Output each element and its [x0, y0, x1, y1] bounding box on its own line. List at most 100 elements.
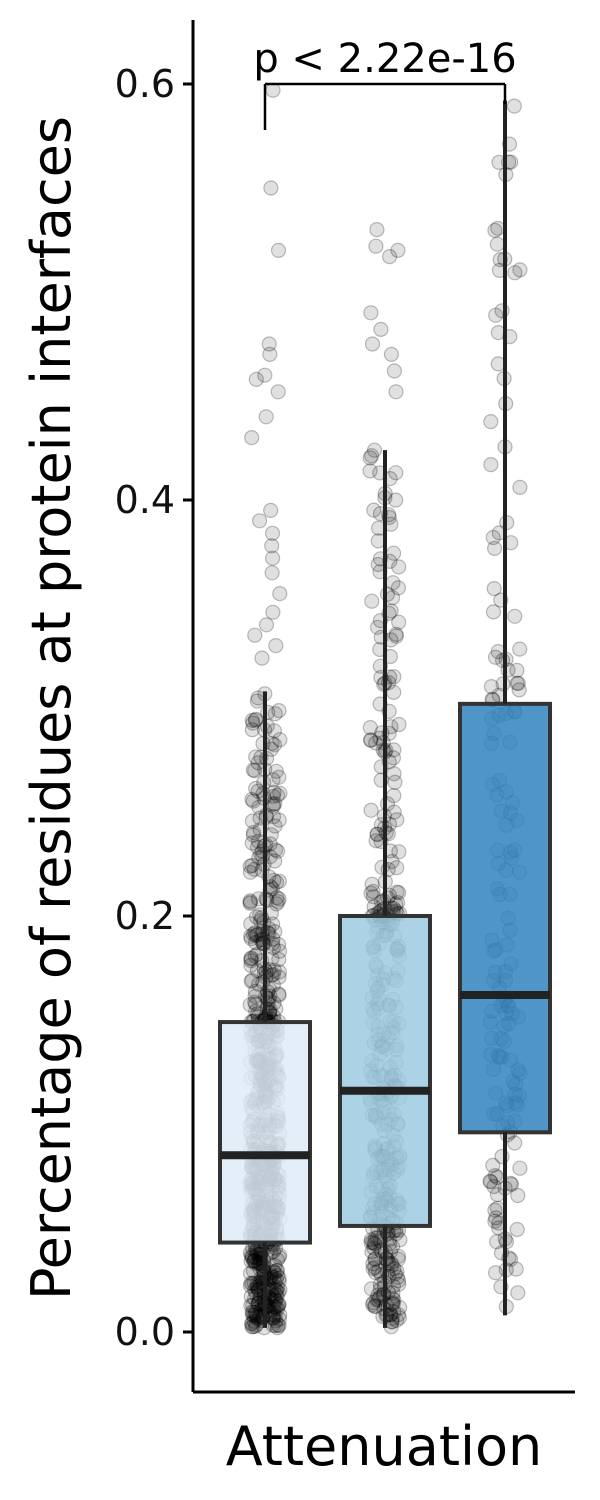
data-point: [267, 1292, 283, 1308]
data-point: [259, 718, 275, 734]
data-point: [271, 1296, 287, 1313]
data-point: [366, 442, 383, 458]
data-point: [389, 1269, 406, 1286]
outlier-point: [270, 384, 286, 400]
outlier-point: [373, 321, 389, 337]
data-point: [380, 890, 396, 906]
data-point: [390, 1307, 406, 1323]
data-point: [365, 889, 382, 905]
data-point: [271, 964, 287, 980]
data-point: [247, 988, 263, 1004]
data-point: [244, 857, 260, 874]
data-point: [507, 1135, 523, 1151]
data-point: [507, 608, 523, 624]
outlier-point: [363, 305, 379, 321]
data-point: [365, 1256, 381, 1272]
data-point: [247, 925, 263, 941]
outlier-point: [364, 336, 381, 352]
data-point: [268, 1001, 284, 1017]
data-point: [487, 540, 503, 557]
data-point: [388, 628, 404, 644]
data-point: [243, 953, 259, 969]
data-point: [267, 1299, 283, 1315]
data-point: [271, 702, 287, 719]
data-point: [271, 1311, 287, 1327]
data-point: [246, 1252, 262, 1269]
data-point: [362, 450, 378, 466]
data-point: [244, 722, 260, 738]
data-point: [268, 1313, 284, 1329]
y-axis-title: Percentage of residues at protein interf…: [20, 116, 83, 1300]
outlier-point: [262, 346, 278, 362]
data-point: [488, 1210, 504, 1226]
data-point: [247, 983, 263, 999]
data-point: [267, 923, 283, 940]
data-point: [271, 943, 288, 959]
data-point: [247, 763, 263, 779]
data-point: [247, 994, 263, 1010]
data-point: [244, 1319, 260, 1335]
data-point: [392, 1299, 408, 1316]
data-point: [242, 1278, 258, 1294]
data-point: [243, 1288, 259, 1305]
data-point: [391, 614, 407, 630]
data-point: [362, 732, 379, 748]
outlier-point: [264, 538, 280, 554]
data-point: [245, 793, 261, 809]
data-point: [267, 853, 283, 869]
data-point: [271, 873, 287, 889]
data-point: [386, 804, 402, 820]
data-point: [243, 930, 259, 947]
data-point: [268, 763, 284, 779]
data-point: [483, 457, 499, 473]
data-point: [391, 1310, 407, 1326]
data-point: [512, 479, 528, 495]
data-point: [266, 1281, 282, 1297]
outlier-point: [261, 336, 277, 352]
data-point: [254, 843, 271, 860]
outlier-point: [263, 502, 279, 518]
data-point: [363, 1234, 379, 1251]
data-point: [271, 1296, 287, 1313]
data-point: [367, 1236, 383, 1252]
data-point: [390, 580, 406, 596]
data-point: [367, 1230, 384, 1246]
data-point: [245, 1307, 261, 1323]
data-point: [269, 896, 285, 912]
data-point: [245, 827, 261, 843]
data-point: [246, 1313, 262, 1329]
data-point: [379, 1264, 395, 1280]
data-point: [247, 948, 263, 964]
data-point: [247, 712, 263, 728]
data-point: [512, 641, 528, 657]
data-point: [244, 712, 260, 729]
data-point: [271, 986, 287, 1002]
data-point: [245, 1318, 261, 1335]
data-point: [367, 1298, 383, 1315]
outlier-point: [268, 637, 284, 654]
data-point: [482, 1173, 498, 1189]
data-point: [486, 580, 502, 597]
data-point: [246, 824, 262, 841]
outlier-point: [252, 513, 268, 529]
outlier-point: [386, 363, 402, 379]
data-point: [272, 1247, 288, 1263]
data-point: [362, 463, 378, 479]
data-point: [509, 1221, 525, 1238]
data-point: [270, 1298, 286, 1314]
data-point: [389, 860, 405, 876]
data-point: [388, 896, 404, 912]
data-point: [266, 872, 282, 889]
data-point: [269, 1262, 285, 1278]
data-point: [269, 1267, 286, 1284]
data-point: [367, 1250, 383, 1267]
data-point: [246, 1253, 262, 1270]
data-point: [390, 894, 406, 911]
data-point: [487, 1213, 503, 1229]
data-point: [509, 662, 525, 679]
data-point: [243, 1253, 259, 1269]
data-point: [267, 1308, 283, 1324]
box-iqr: [218, 1020, 312, 1245]
data-point: [271, 987, 287, 1003]
data-point: [248, 749, 264, 765]
